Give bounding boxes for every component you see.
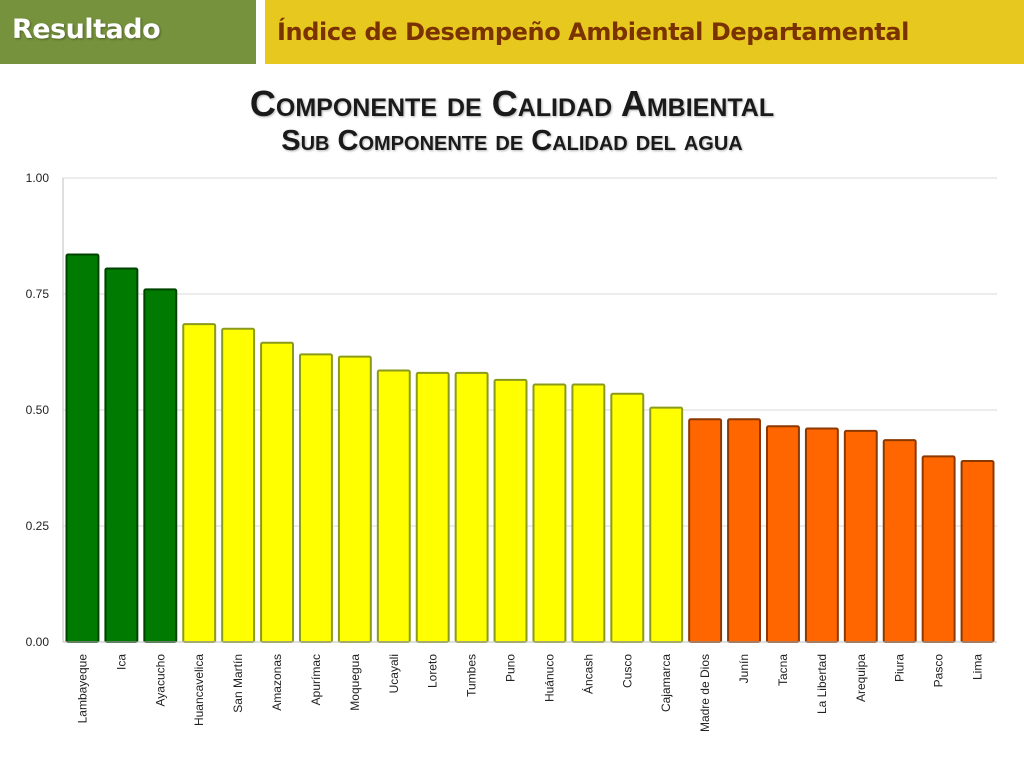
section-label: Resultado [12, 14, 161, 45]
bar-cajamarca [649, 406, 684, 643]
x-tick-label: San Martín [231, 654, 245, 713]
bar-ucayali [376, 369, 411, 643]
bar-ica [104, 267, 139, 643]
bar-huánuco [532, 383, 567, 643]
x-tick-label: Tacna [776, 654, 790, 686]
x-tick-label: Piura [893, 654, 907, 682]
bar-piura [882, 439, 917, 643]
x-tick-label: Ayacucho [153, 654, 167, 707]
y-tick-label: 0.50 [26, 403, 50, 417]
x-tick-label: Cajamarca [659, 654, 673, 712]
x-tick-label: Puno [504, 654, 518, 682]
bar-tumbes [454, 371, 489, 643]
x-tick-label: Madre de Dios [698, 654, 712, 732]
x-tick-label: Arequipa [854, 654, 868, 702]
bar-amazonas [260, 341, 294, 643]
chart-titles: Componente de Calidad Ambiental Sub Comp… [0, 82, 1024, 158]
bar-puno [493, 378, 528, 643]
x-tick-label: Ica [114, 654, 128, 670]
bar-ayacucho [143, 288, 178, 644]
bar-tacna [766, 425, 800, 643]
x-tick-label: Ucayali [387, 654, 401, 693]
chart-subtitle: Sub Componente de Calidad del agua [281, 125, 743, 157]
x-tick-label: Lambayeque [75, 654, 89, 724]
bar-san-martín [221, 327, 256, 644]
bar-moquegua [337, 355, 372, 643]
chart-title: Componente de Calidad Ambiental [249, 83, 775, 124]
bar-la-libertad [804, 427, 839, 643]
x-tick-label: Loreto [426, 654, 440, 688]
x-tick-label: Pasco [932, 654, 946, 688]
y-tick-label: 0.25 [26, 519, 50, 533]
header-banner: Índice de Desempeño Ambiental Departamen… [265, 0, 1024, 64]
bar-madre-de-dios [688, 418, 723, 643]
x-tick-label: Áncash [580, 654, 595, 694]
x-tick-label: Huánuco [542, 654, 556, 702]
x-tick-label: Moquegua [348, 654, 362, 711]
bar-apurímac [299, 353, 333, 643]
bar-arequipa [843, 429, 878, 643]
bar-cusco [610, 392, 645, 643]
y-tick-label: 0.00 [26, 635, 50, 649]
section-tab: Resultado [0, 0, 256, 64]
bar-lambayeque [65, 253, 100, 643]
x-tick-label: La Libertad [815, 654, 829, 714]
x-tick-label: Amazonas [270, 654, 284, 711]
bar-loreto [415, 371, 450, 643]
x-tick-label: Junín [737, 654, 751, 683]
bar-lima [960, 460, 995, 644]
y-tick-label: 0.75 [26, 287, 50, 301]
x-tick-label: Cusco [620, 654, 634, 688]
x-tick-label: Huancavelica [192, 654, 206, 726]
bar-huancavelica [182, 323, 217, 643]
x-tick-label: Apurímac [309, 654, 323, 705]
bar-pasco [921, 455, 956, 643]
banner-title: Índice de Desempeño Ambiental Departamen… [277, 18, 909, 46]
y-tick-label: 1.00 [26, 171, 50, 185]
x-tick-label: Tumbes [465, 654, 479, 697]
x-tick-label: Lima [971, 654, 985, 680]
bar-chart: 0.00 0.25 0.50 0.75 1.00 Lambayeque Ica Ayacuch… [26, 171, 997, 732]
bar-áncash [571, 383, 606, 643]
bar-junín [727, 418, 761, 643]
